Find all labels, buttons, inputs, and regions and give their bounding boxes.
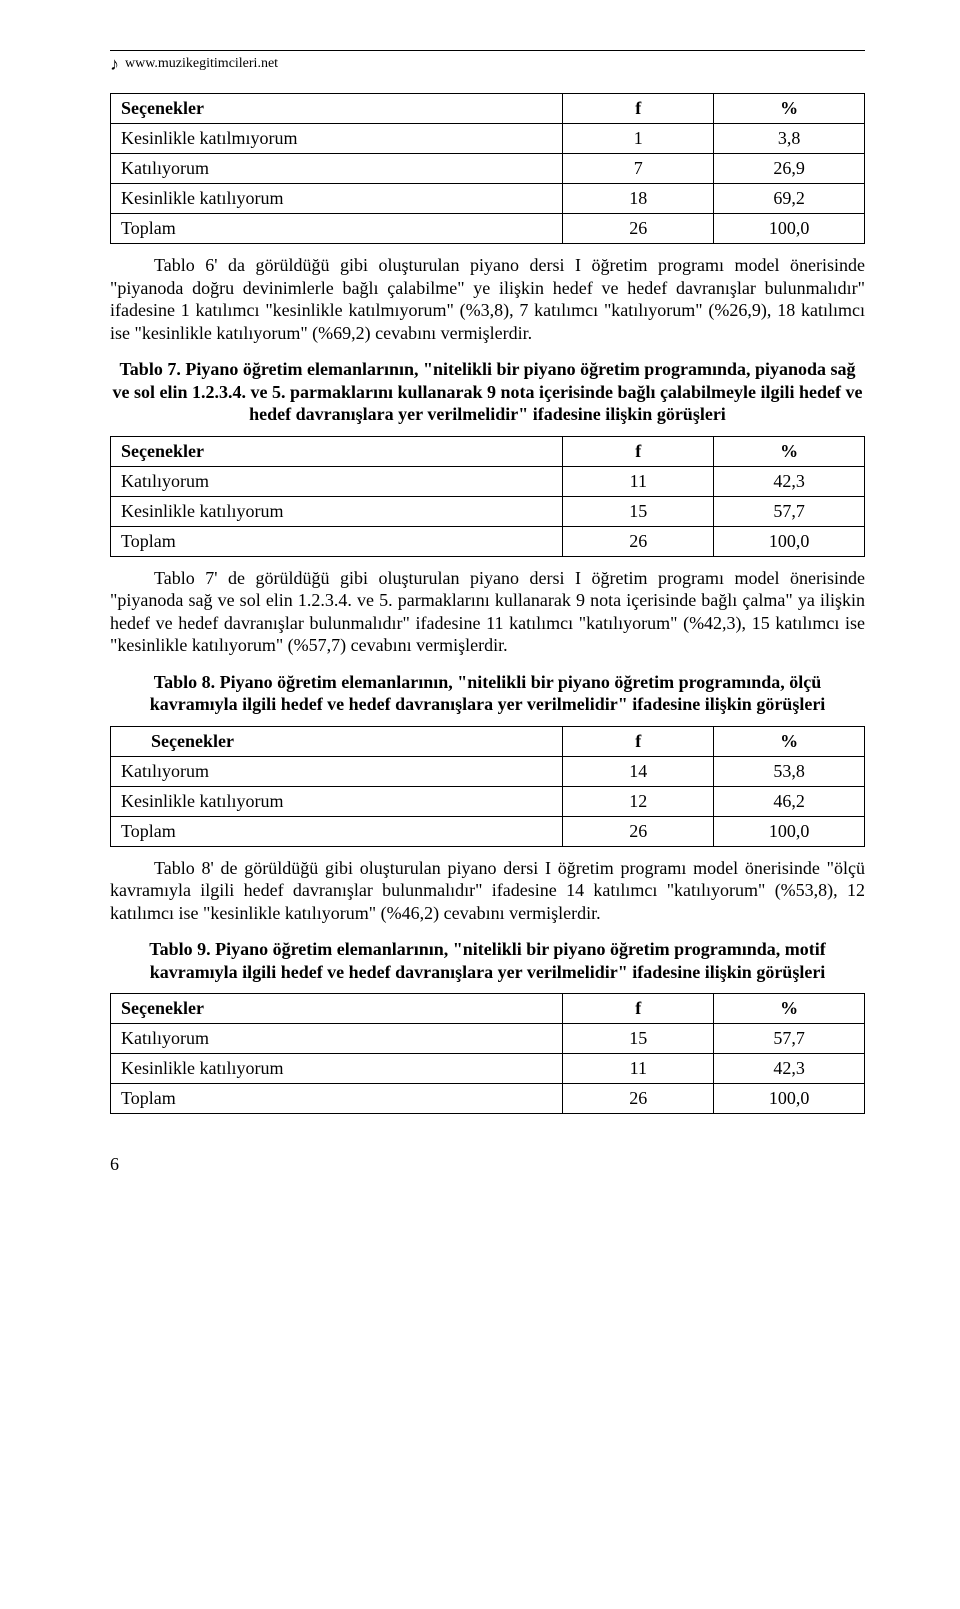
- cell-f: 26: [563, 816, 714, 846]
- col-pct: %: [714, 436, 865, 466]
- page-header: ♪ www.muzikegitimcileri.net: [110, 55, 865, 73]
- cell-pct: 26,9: [714, 154, 865, 184]
- cell-label: Toplam: [111, 214, 563, 244]
- table-6: Seçenekler f % Kesinlikle katılmıyorum 1…: [110, 93, 865, 244]
- cell-pct: 46,2: [714, 786, 865, 816]
- table-7: Seçenekler f % Katılıyorum 11 42,3 Kesin…: [110, 436, 865, 557]
- cell-pct: 57,7: [714, 496, 865, 526]
- cell-pct: 69,2: [714, 184, 865, 214]
- cell-f: 26: [563, 526, 714, 556]
- cell-label: Kesinlikle katılıyorum: [111, 1054, 563, 1084]
- table-row: Toplam 26 100,0: [111, 816, 865, 846]
- cell-label: Kesinlikle katılıyorum: [111, 496, 563, 526]
- header-url: www.muzikegitimcileri.net: [125, 56, 278, 72]
- paragraph-table6: Tablo 6' da görüldüğü gibi oluşturulan p…: [110, 254, 865, 344]
- cell-label: Toplam: [111, 816, 563, 846]
- table-row: Toplam 26 100,0: [111, 526, 865, 556]
- table-row: Seçenekler f %: [111, 726, 865, 756]
- table-row: Katılıyorum 7 26,9: [111, 154, 865, 184]
- cell-f: 26: [563, 214, 714, 244]
- cell-f: 18: [563, 184, 714, 214]
- cell-pct: 100,0: [714, 1084, 865, 1114]
- cell-pct: 100,0: [714, 214, 865, 244]
- col-pct: %: [714, 726, 865, 756]
- table-9: Seçenekler f % Katılıyorum 15 57,7 Kesin…: [110, 993, 865, 1114]
- cell-pct: 42,3: [714, 466, 865, 496]
- cell-label: Kesinlikle katılıyorum: [111, 786, 563, 816]
- col-secenekler: Seçenekler: [111, 94, 563, 124]
- cell-label: Toplam: [111, 526, 563, 556]
- table-row: Kesinlikle katılıyorum 15 57,7: [111, 496, 865, 526]
- cell-pct: 100,0: [714, 526, 865, 556]
- header-rule: [110, 50, 865, 51]
- cell-label: Katılıyorum: [111, 466, 563, 496]
- cell-pct: 3,8: [714, 124, 865, 154]
- cell-label: Kesinlikle katılıyorum: [111, 184, 563, 214]
- cell-label: Katılıyorum: [111, 756, 563, 786]
- col-f: f: [563, 994, 714, 1024]
- col-pct: %: [714, 994, 865, 1024]
- page-number: 6: [110, 1154, 865, 1175]
- cell-pct: 53,8: [714, 756, 865, 786]
- cell-f: 1: [563, 124, 714, 154]
- col-secenekler: Seçenekler: [111, 436, 563, 466]
- col-f: f: [563, 94, 714, 124]
- cell-label: Toplam: [111, 1084, 563, 1114]
- col-f: f: [563, 726, 714, 756]
- caption-text: Tablo 7. Piyano öğretim elemanlarının, "…: [113, 359, 863, 424]
- col-secenekler: Seçenekler: [111, 726, 563, 756]
- table-row: Kesinlikle katılıyorum 18 69,2: [111, 184, 865, 214]
- cell-f: 11: [563, 466, 714, 496]
- caption-text: Tablo 8. Piyano öğretim elemanlarının, "…: [150, 672, 826, 715]
- table-row: Seçenekler f %: [111, 436, 865, 466]
- paragraph-table8: Tablo 8' de görüldüğü gibi oluşturulan p…: [110, 857, 865, 925]
- paragraph-table7: Tablo 7' de görüldüğü gibi oluşturulan p…: [110, 567, 865, 657]
- cell-label: Katılıyorum: [111, 1024, 563, 1054]
- caption-table8: Tablo 8. Piyano öğretim elemanlarının, "…: [110, 671, 865, 716]
- col-secenekler: Seçenekler: [111, 994, 563, 1024]
- col-pct: %: [714, 94, 865, 124]
- table-row: Toplam 26 100,0: [111, 214, 865, 244]
- caption-table9: Tablo 9. Piyano öğretim elemanlarının, "…: [110, 938, 865, 983]
- table-row: Katılıyorum 14 53,8: [111, 756, 865, 786]
- cell-pct: 42,3: [714, 1054, 865, 1084]
- cell-f: 14: [563, 756, 714, 786]
- cell-label: Katılıyorum: [111, 154, 563, 184]
- cell-f: 15: [563, 496, 714, 526]
- caption-text: Tablo 9. Piyano öğretim elemanlarının, "…: [149, 939, 826, 982]
- cell-pct: 100,0: [714, 816, 865, 846]
- table-8: Seçenekler f % Katılıyorum 14 53,8 Kesin…: [110, 726, 865, 847]
- page-container: ♪ www.muzikegitimcileri.net Seçenekler f…: [0, 0, 960, 1235]
- table-row: Kesinlikle katılmıyorum 1 3,8: [111, 124, 865, 154]
- table-row: Katılıyorum 15 57,7: [111, 1024, 865, 1054]
- table-row: Toplam 26 100,0: [111, 1084, 865, 1114]
- table-row: Kesinlikle katılıyorum 11 42,3: [111, 1054, 865, 1084]
- table-row: Kesinlikle katılıyorum 12 46,2: [111, 786, 865, 816]
- cell-label: Kesinlikle katılmıyorum: [111, 124, 563, 154]
- cell-f: 12: [563, 786, 714, 816]
- music-note-icon: ♪: [110, 55, 119, 73]
- table-row: Seçenekler f %: [111, 994, 865, 1024]
- cell-f: 15: [563, 1024, 714, 1054]
- table-row: Seçenekler f %: [111, 94, 865, 124]
- caption-table7: Tablo 7. Piyano öğretim elemanlarının, "…: [110, 358, 865, 426]
- cell-f: 7: [563, 154, 714, 184]
- col-f: f: [563, 436, 714, 466]
- cell-f: 11: [563, 1054, 714, 1084]
- cell-pct: 57,7: [714, 1024, 865, 1054]
- table-row: Katılıyorum 11 42,3: [111, 466, 865, 496]
- cell-f: 26: [563, 1084, 714, 1114]
